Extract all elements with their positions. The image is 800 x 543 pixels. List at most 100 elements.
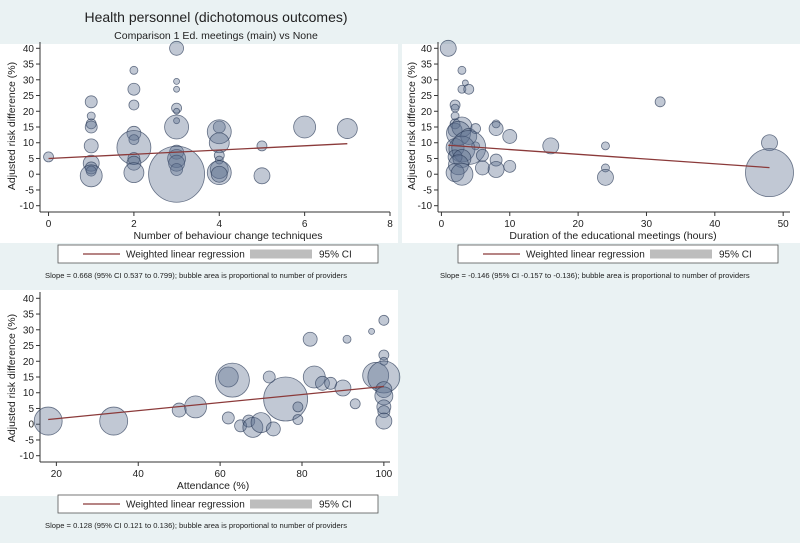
legend-label-ci: 95% CI <box>719 250 752 261</box>
data-point <box>446 120 471 146</box>
data-point <box>82 154 100 172</box>
regression-line <box>48 385 384 421</box>
y-tick-label: 15 <box>23 373 35 384</box>
legend: Weighted linear regression 95% CI <box>57 494 379 514</box>
data-point <box>206 160 232 186</box>
plot-panel <box>402 44 800 243</box>
data-point <box>210 165 228 183</box>
data-point <box>302 331 318 347</box>
data-point <box>214 362 250 398</box>
data-point <box>334 379 352 397</box>
data-point <box>378 314 390 326</box>
chart-2: -10 -5 0 5 10 15 20 25 30 35 40 0 10 20 30 40 50 Duration… <box>402 39 800 280</box>
data-point <box>451 116 473 138</box>
legend: Weighted linear regression 95% CI <box>457 244 779 264</box>
y-tick-label: 10 <box>23 138 35 149</box>
x-tick-label: 80 <box>296 469 308 480</box>
y-tick-label: 20 <box>421 107 433 118</box>
data-point <box>206 119 232 145</box>
x-tick-label: 50 <box>778 219 790 230</box>
y-tick-label: 15 <box>23 123 35 134</box>
legend-label-ci: 95% CI <box>319 250 352 261</box>
y-tick-label: 10 <box>23 388 35 399</box>
data-point <box>129 65 139 75</box>
data-point <box>292 414 304 425</box>
legend: Weighted linear regression 95% CI <box>57 244 379 264</box>
x-axis-label: Number of behaviour change techniques <box>133 230 322 242</box>
data-point <box>761 134 778 152</box>
data-point <box>488 121 504 136</box>
y-tick-label: 25 <box>23 341 35 352</box>
y-tick-label: 30 <box>23 75 35 86</box>
y-tick-label: 35 <box>23 60 35 71</box>
x-tick-label: 0 <box>439 219 445 230</box>
y-tick-label: 35 <box>421 60 433 71</box>
figure-subtitle: Comparison 1 Ed. meetings (main) vs None <box>114 30 318 42</box>
y-tick-label: 5 <box>28 154 34 165</box>
x-tick-label: 60 <box>215 469 227 480</box>
data-point <box>148 145 205 203</box>
y-tick-label: -5 <box>25 435 34 446</box>
y-tick-label: 0 <box>28 170 34 181</box>
data-point <box>171 402 187 418</box>
data-point <box>126 155 142 171</box>
data-point <box>450 162 474 186</box>
y-tick-label: 10 <box>421 138 433 149</box>
y-tick-label: 35 <box>23 310 35 321</box>
data-point <box>376 399 392 415</box>
data-point <box>503 159 517 173</box>
data-point <box>377 405 391 419</box>
x-tick-label: 100 <box>376 469 393 480</box>
chart-1: -10 -5 0 5 10 15 20 25 30 35 40 0 2 4 6 8 Number of beha… <box>0 40 398 280</box>
y-tick-label: 30 <box>421 75 433 86</box>
data-point <box>83 138 99 154</box>
data-point <box>745 148 794 198</box>
data-point <box>457 65 467 75</box>
data-point <box>502 129 518 144</box>
data-point <box>375 381 393 398</box>
data-point <box>450 103 460 113</box>
charts-group: -10 -5 0 5 10 15 20 25 30 35 40 0 2 4 6 8 Number of beha… <box>0 39 800 530</box>
data-point <box>221 411 235 425</box>
data-point <box>127 82 141 96</box>
x-axis-label: Attendance (%) <box>177 480 249 492</box>
legend-label-regression: Weighted linear regression <box>126 500 245 511</box>
data-point <box>85 165 97 177</box>
data-point <box>263 376 309 422</box>
data-point <box>265 421 281 437</box>
y-tick-label: 25 <box>23 91 35 102</box>
data-point <box>126 125 142 141</box>
data-point <box>654 96 666 108</box>
data-point <box>253 167 271 185</box>
y-tick-label: 20 <box>23 107 35 118</box>
data-point <box>452 149 472 168</box>
legend-label-regression: Weighted linear regression <box>526 250 645 261</box>
regression-line <box>448 144 770 169</box>
y-tick-label: -5 <box>25 185 34 196</box>
data-point <box>375 412 393 430</box>
bubble-series <box>43 40 358 203</box>
data-point <box>597 168 614 186</box>
data-point <box>123 162 145 184</box>
data-point <box>367 360 401 394</box>
data-point <box>439 39 457 57</box>
y-tick-label: 15 <box>421 123 433 134</box>
x-tick-label: 0 <box>46 219 52 230</box>
data-point <box>293 115 317 139</box>
data-point <box>489 153 503 167</box>
x-tick-label: 40 <box>133 469 145 480</box>
legend-ci-swatch <box>250 499 312 509</box>
data-point <box>184 395 207 419</box>
data-point <box>368 327 375 335</box>
slope-note: Slope = 0.128 (95% CI 0.121 to 0.136); b… <box>45 521 347 530</box>
x-axis-label: Duration of the educational meetings (ho… <box>509 230 716 242</box>
y-tick-label: -5 <box>423 185 432 196</box>
x-tick-label: 4 <box>216 219 222 230</box>
data-point <box>487 161 505 178</box>
y-tick-label: 5 <box>426 154 432 165</box>
data-point <box>173 77 180 85</box>
data-point <box>342 334 352 344</box>
figure-title: Health personnel (dichotomous outcomes) <box>84 9 347 25</box>
data-point <box>79 164 103 188</box>
